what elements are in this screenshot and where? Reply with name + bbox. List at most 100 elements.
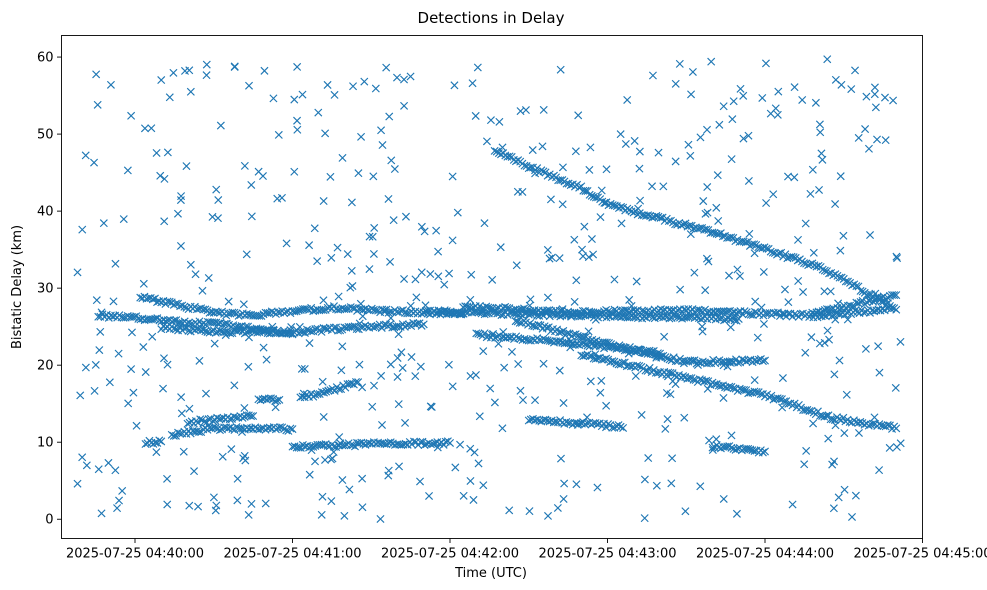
data-point (244, 362, 253, 371)
data-point (192, 324, 201, 333)
data-point (401, 418, 410, 427)
data-point (790, 173, 799, 182)
data-point (400, 75, 409, 84)
data-point (555, 366, 564, 375)
data-point (620, 358, 629, 367)
data-point (732, 509, 741, 518)
data-point (854, 133, 863, 142)
data-point (371, 84, 380, 93)
data-point (800, 259, 809, 268)
data-point (233, 474, 242, 483)
data-point (298, 392, 307, 401)
data-point (826, 287, 835, 296)
data-point (416, 438, 425, 447)
data-point (330, 386, 339, 395)
data-point (758, 357, 767, 366)
data-point (204, 273, 213, 282)
data-point (888, 303, 897, 312)
data-point (732, 309, 741, 318)
data-point (263, 309, 272, 318)
data-point (340, 441, 349, 450)
data-point (702, 254, 711, 263)
data-point (347, 379, 356, 388)
data-point (570, 235, 579, 244)
plot-frame (61, 35, 923, 539)
data-point (538, 142, 547, 151)
data-point (868, 419, 877, 429)
data-point (681, 507, 690, 516)
data-point (211, 328, 220, 337)
data-point (520, 161, 529, 170)
data-point (788, 500, 797, 509)
data-point (780, 397, 789, 406)
data-point (593, 354, 602, 363)
data-point (324, 386, 333, 395)
data-point (163, 474, 172, 483)
data-point (445, 438, 455, 447)
data-point (804, 261, 813, 270)
data-point (76, 391, 85, 400)
data-point (654, 148, 663, 157)
data-point (355, 360, 364, 369)
data-point (247, 180, 256, 189)
data-point (338, 476, 347, 485)
data-point (459, 491, 468, 500)
data-point (417, 309, 426, 318)
data-point (793, 235, 803, 244)
data-point (330, 90, 339, 99)
data-point (273, 194, 282, 203)
data-point (739, 134, 748, 143)
data-point (870, 90, 879, 99)
data-point (81, 363, 90, 372)
data-point (719, 102, 728, 111)
data-point (334, 292, 343, 301)
data-point (78, 453, 87, 462)
data-point (756, 390, 765, 399)
data-point (249, 412, 258, 421)
data-point (453, 208, 462, 217)
data-point (806, 189, 815, 198)
data-point (356, 323, 365, 332)
data-point (686, 230, 695, 239)
data-point (696, 133, 705, 142)
data-point (177, 192, 186, 201)
data-point (159, 384, 168, 393)
data-point (516, 386, 525, 395)
data-point (195, 356, 204, 365)
data-point (631, 371, 640, 381)
data-point (774, 87, 783, 96)
data-point (595, 309, 604, 318)
data-point (490, 398, 499, 407)
data-point (695, 375, 704, 384)
data-point (357, 132, 366, 141)
data-point (394, 400, 403, 409)
data-point (336, 326, 345, 335)
data-point (305, 339, 314, 348)
data-point (564, 307, 573, 316)
data-point (394, 322, 403, 331)
data-point (417, 268, 426, 277)
data-point (835, 415, 844, 424)
data-point (790, 309, 799, 318)
data-point (874, 342, 883, 351)
data-point (511, 317, 520, 326)
data-point (533, 415, 542, 424)
data-point (727, 155, 736, 164)
chart-title: Detections in Delay (418, 9, 565, 27)
data-point (587, 191, 596, 200)
data-point (184, 318, 193, 327)
data-point (805, 406, 814, 415)
data-point (141, 368, 150, 377)
data-point (152, 448, 161, 457)
data-point (634, 345, 643, 354)
data-point (829, 504, 838, 513)
data-point (253, 328, 262, 337)
data-point (703, 384, 712, 393)
data-point (558, 163, 567, 172)
y-tick-label: 10 (37, 436, 54, 451)
data-point (148, 332, 157, 341)
data-point (715, 120, 724, 129)
data-point (871, 103, 880, 112)
data-point (400, 274, 409, 283)
data-point (163, 500, 172, 509)
